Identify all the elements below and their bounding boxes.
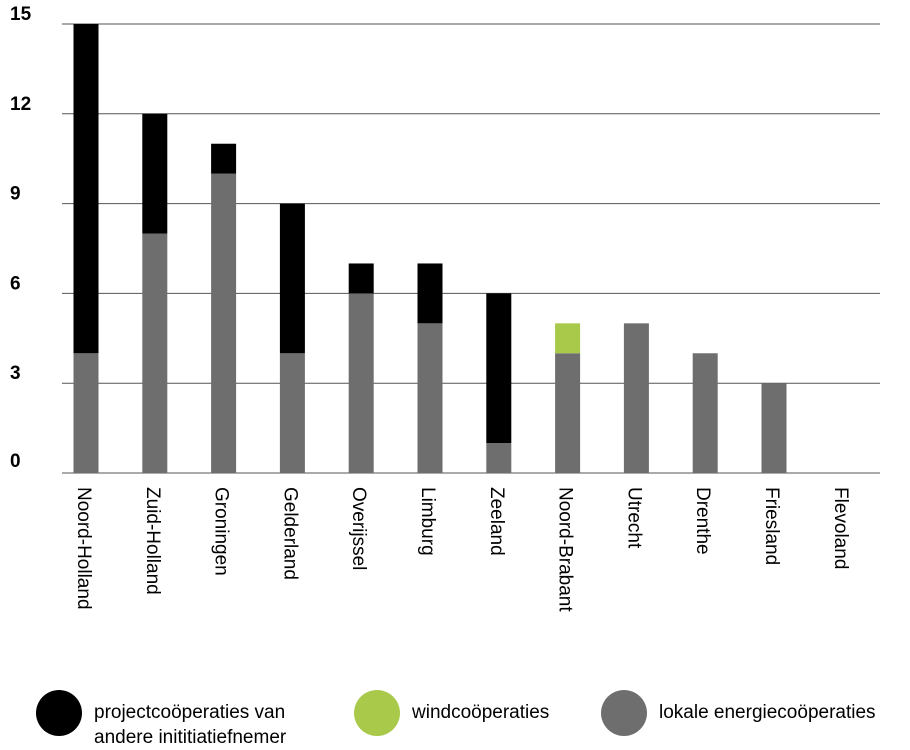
legend-label: lokale energiecoöperaties xyxy=(659,702,876,723)
bar-segment xyxy=(555,353,581,473)
legend-label-line1: projectcoöperaties van xyxy=(94,702,286,723)
bar-segment xyxy=(211,173,237,473)
legend-item-lokale-energiecooperaties: lokale energiecoöperaties xyxy=(601,690,876,736)
y-tick-label: 3 xyxy=(10,363,21,384)
bar-segment xyxy=(211,143,237,174)
category-label: Gelderland xyxy=(279,487,300,580)
legend-item-windcooperaties: windcoöperaties xyxy=(354,690,549,736)
category-label: Flevoland xyxy=(830,487,851,569)
y-tick-label: 15 xyxy=(10,4,32,25)
bar-segment xyxy=(761,383,787,473)
bar-segment xyxy=(142,233,168,473)
y-tick-label: 0 xyxy=(10,451,21,472)
category-label: Zuid-Holland xyxy=(142,487,163,595)
bar-segment xyxy=(417,323,443,473)
bar-segment xyxy=(555,323,581,354)
legend-label: windcoöperaties xyxy=(412,702,550,723)
legend: projectcoöperaties van andere inititiati… xyxy=(0,690,910,750)
legend-label-line2: andere inititiatiefnemer xyxy=(94,727,287,748)
legend-item-projectcooperaties: projectcoöperaties van andere inititiati… xyxy=(36,690,286,750)
category-label: Zeeland xyxy=(486,487,507,556)
stacked-bar-chart: 0 3 6 9 12 15 Noord-Holland Zuid-Holland Groning… xyxy=(10,4,880,612)
bar-segment xyxy=(348,293,374,473)
bar-segment xyxy=(348,263,374,294)
category-label: Noord-Holland xyxy=(73,487,94,610)
bar-segment xyxy=(142,113,168,234)
category-label: Overijssel xyxy=(348,487,369,570)
category-label: Limburg xyxy=(417,487,438,556)
y-tick-label: 6 xyxy=(10,273,21,294)
bar-segment xyxy=(623,323,649,473)
bar-segment xyxy=(692,353,718,473)
category-label: Utrecht xyxy=(623,487,644,549)
legend-swatch-grey xyxy=(601,690,647,736)
category-label: Friesland xyxy=(761,487,782,565)
bar-segment xyxy=(73,353,99,473)
y-tick-label: 9 xyxy=(10,184,21,205)
bar-segment xyxy=(279,353,305,473)
y-tick-label: 12 xyxy=(10,94,31,115)
legend-label: projectcoöperaties van andere inititiati… xyxy=(94,690,286,750)
bar-segment xyxy=(417,263,443,324)
category-label: Groningen xyxy=(211,487,232,576)
bar-segment xyxy=(73,24,99,354)
category-label: Drenthe xyxy=(692,487,713,555)
legend-swatch-black xyxy=(36,690,82,736)
legend-swatch-green xyxy=(354,690,400,736)
bar-segment xyxy=(486,443,512,473)
category-label: Noord-Brabant xyxy=(555,487,576,612)
bar-segment xyxy=(279,203,305,354)
bar-segment xyxy=(486,293,512,444)
